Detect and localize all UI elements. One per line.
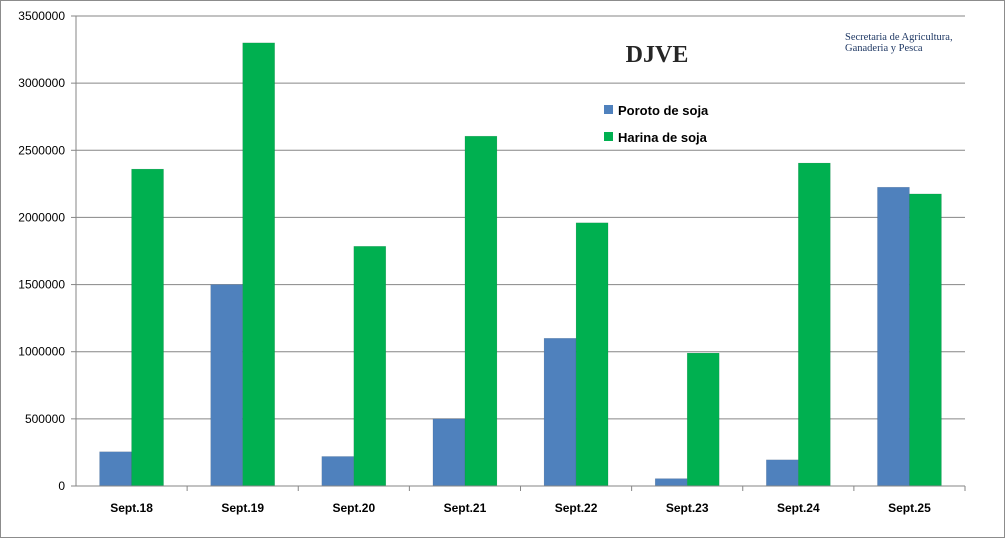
x-tick-label: Sept.22	[555, 501, 598, 515]
bar-poroto-sept-18	[99, 451, 132, 487]
source-line-2: Ganaderia y Pesca	[845, 43, 923, 54]
bar-poroto-sept-24	[766, 459, 799, 487]
source-label: Secretaria de Agricultura, Ganaderia y P…	[845, 32, 955, 54]
bar-poroto-sept-23	[654, 478, 688, 487]
bar-harina-sept-20	[353, 246, 387, 487]
y-tick-label: 3500000	[18, 9, 65, 23]
bar-poroto-sept-20	[321, 456, 355, 487]
x-tick-label: Sept.20	[332, 501, 375, 515]
bar-harina-sept-23	[686, 352, 720, 487]
x-tick-label: Sept.25	[888, 501, 931, 515]
x-tick-label: Sept.19	[221, 501, 264, 515]
y-tick-label: 2500000	[18, 143, 65, 157]
legend: Poroto de soja Harina de soja	[604, 103, 709, 145]
y-tick-label: 0	[58, 479, 65, 493]
legend-label-poroto: Poroto de soja	[618, 103, 709, 118]
bar-harina-sept-24	[798, 162, 831, 487]
y-axis-tick-labels: 0 500000 1000000 1500000 2000000 2500000 30000…	[18, 9, 65, 493]
bar-poroto-sept-19	[210, 284, 243, 487]
y-tick-label: 1500000	[18, 278, 65, 292]
y-tick-label: 1000000	[18, 345, 65, 359]
bar-poroto-sept-22	[543, 338, 577, 487]
chart-title: DJVE	[626, 42, 689, 68]
bar-harina-sept-21	[464, 135, 498, 487]
x-tick-label: Sept.24	[777, 501, 820, 515]
source-line-1: Secretaria de Agricultura,	[845, 32, 953, 43]
x-tick-label: Sept.21	[444, 501, 487, 515]
bar-series-group	[99, 42, 942, 487]
legend-item-poroto: Poroto de soja	[604, 103, 709, 118]
bar-harina-sept-22	[575, 222, 609, 487]
y-tick-label: 2000000	[18, 210, 65, 224]
x-tick-label: Sept.18	[110, 501, 153, 515]
y-tick-label: 3000000	[18, 76, 65, 90]
legend-label-harina: Harina de soja	[618, 130, 708, 145]
legend-swatch-harina	[604, 132, 613, 141]
bar-poroto-sept-21	[432, 418, 466, 487]
bar-poroto-sept-25	[877, 186, 910, 487]
legend-item-harina: Harina de soja	[604, 130, 708, 145]
bar-harina-sept-19	[242, 42, 275, 487]
x-axis-tick-labels: Sept.18 Sept.19 Sept.20 Sept.21 Sept.22 Sept.…	[110, 486, 966, 515]
x-tick-label: Sept.23	[666, 501, 709, 515]
bar-harina-sept-25	[909, 193, 942, 487]
y-tick-label: 500000	[25, 412, 65, 426]
legend-swatch-poroto	[604, 105, 613, 114]
bar-harina-sept-18	[131, 168, 164, 487]
